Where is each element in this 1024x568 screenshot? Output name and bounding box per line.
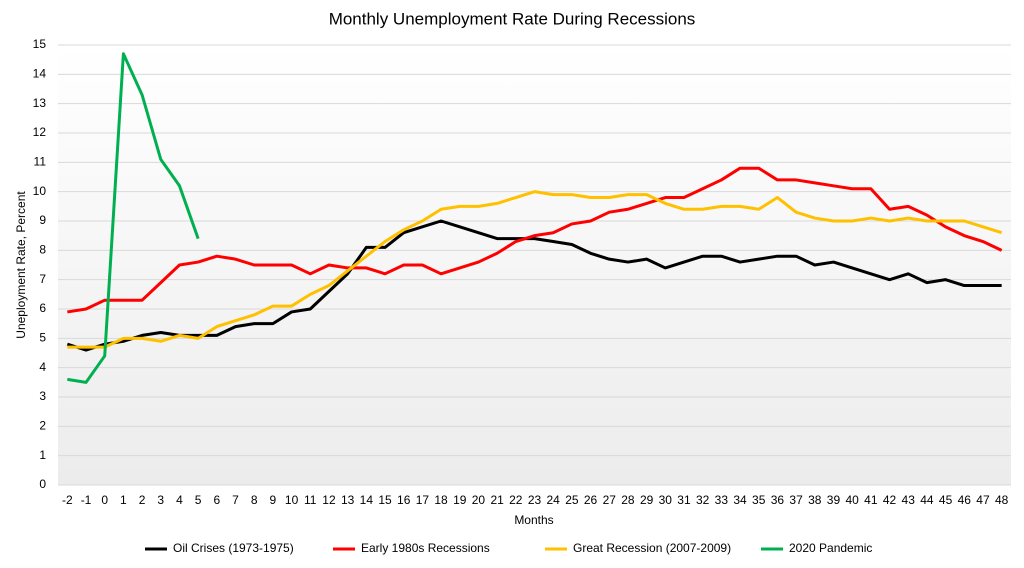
legend-label: Early 1980s Recessions: [361, 541, 490, 555]
x-tick-label: -1: [81, 493, 92, 507]
x-tick-label: 33: [715, 493, 729, 507]
plot-background: [58, 45, 1011, 485]
x-tick-label: 32: [696, 493, 710, 507]
y-tick-label: 4: [39, 360, 46, 374]
y-tick-label: 12: [33, 125, 47, 139]
x-tick-label: 46: [958, 493, 972, 507]
chart-title: Monthly Unemployment Rate During Recessi…: [329, 9, 696, 28]
x-tick-label: 36: [771, 493, 785, 507]
x-tick-label: 20: [472, 493, 486, 507]
x-tick-label: 0: [101, 493, 108, 507]
x-tick-label: 24: [547, 493, 561, 507]
x-tick-label: 34: [733, 493, 747, 507]
y-tick-label: 3: [39, 389, 46, 403]
x-tick-label: 25: [565, 493, 579, 507]
x-tick-label: 3: [157, 493, 164, 507]
x-tick-label: 7: [232, 493, 239, 507]
series-line: [67, 190, 1003, 349]
y-tick-label: 5: [39, 331, 46, 345]
x-tick-label: 48: [995, 493, 1009, 507]
y-tick-label: 0: [39, 477, 46, 491]
y-tick-label: 15: [33, 37, 47, 51]
x-tick-label: 17: [416, 493, 430, 507]
x-tick-label: 47: [976, 493, 990, 507]
x-tick-label: 5: [195, 493, 202, 507]
x-tick-label: 45: [939, 493, 953, 507]
x-tick-label: 1: [120, 493, 127, 507]
x-tick-label: 9: [270, 493, 277, 507]
x-tick-label: 19: [453, 493, 467, 507]
x-tick-label: 23: [528, 493, 542, 507]
x-tick-label: 27: [603, 493, 617, 507]
x-tick-label: 31: [677, 493, 691, 507]
x-tick-label: -2: [62, 493, 73, 507]
x-tick-label: 13: [341, 493, 355, 507]
x-tick-label: 29: [640, 493, 654, 507]
x-tick-label: 26: [584, 493, 598, 507]
x-tick-label: 28: [621, 493, 635, 507]
x-tick-label: 40: [845, 493, 859, 507]
x-tick-label: 4: [176, 493, 183, 507]
x-tick-label: 12: [322, 493, 336, 507]
x-tick-label: 18: [434, 493, 448, 507]
x-tick-label: 21: [490, 493, 504, 507]
y-tick-label: 7: [39, 272, 46, 286]
x-tick-label: 37: [789, 493, 803, 507]
x-tick-label: 8: [251, 493, 258, 507]
series-line: [67, 52, 200, 384]
series-line: [66, 219, 1002, 352]
x-tick-label: 35: [752, 493, 766, 507]
x-tick-label: 11: [304, 493, 317, 507]
x-tick-label: 42: [883, 493, 897, 507]
x-tick-label: 44: [920, 493, 934, 507]
y-axis-label: Uneployment Rate, Percent: [14, 191, 28, 339]
series-line: [67, 166, 1003, 314]
x-tick-label: 22: [509, 493, 523, 507]
y-tick-label: 8: [39, 243, 46, 257]
y-tick-label: 1: [39, 448, 46, 462]
x-tick-label: 14: [360, 493, 374, 507]
y-tick-label: 14: [33, 67, 47, 81]
x-tick-label: 39: [827, 493, 841, 507]
x-tick-label: 10: [285, 493, 299, 507]
x-tick-label: 2: [139, 493, 146, 507]
y-tick-label: 2: [39, 419, 46, 433]
y-tick-label: 13: [33, 96, 47, 110]
x-tick-label: 43: [902, 493, 916, 507]
legend-label: Great Recession (2007-2009): [573, 541, 731, 555]
x-tick-label: 16: [397, 493, 411, 507]
y-tick-label: 10: [33, 184, 47, 198]
x-tick-label: 38: [808, 493, 822, 507]
y-tick-label: 9: [39, 213, 46, 227]
y-tick-label: 11: [34, 155, 47, 169]
x-tick-label: 6: [213, 493, 220, 507]
x-tick-label: 30: [659, 493, 673, 507]
x-tick-label: 15: [378, 493, 392, 507]
x-axis-label: Months: [514, 513, 553, 527]
x-tick-label: 41: [864, 493, 878, 507]
legend-label: Oil Crises (1973-1975): [173, 541, 294, 555]
y-tick-label: 6: [39, 301, 46, 315]
legend-label: 2020 Pandemic: [789, 541, 872, 555]
